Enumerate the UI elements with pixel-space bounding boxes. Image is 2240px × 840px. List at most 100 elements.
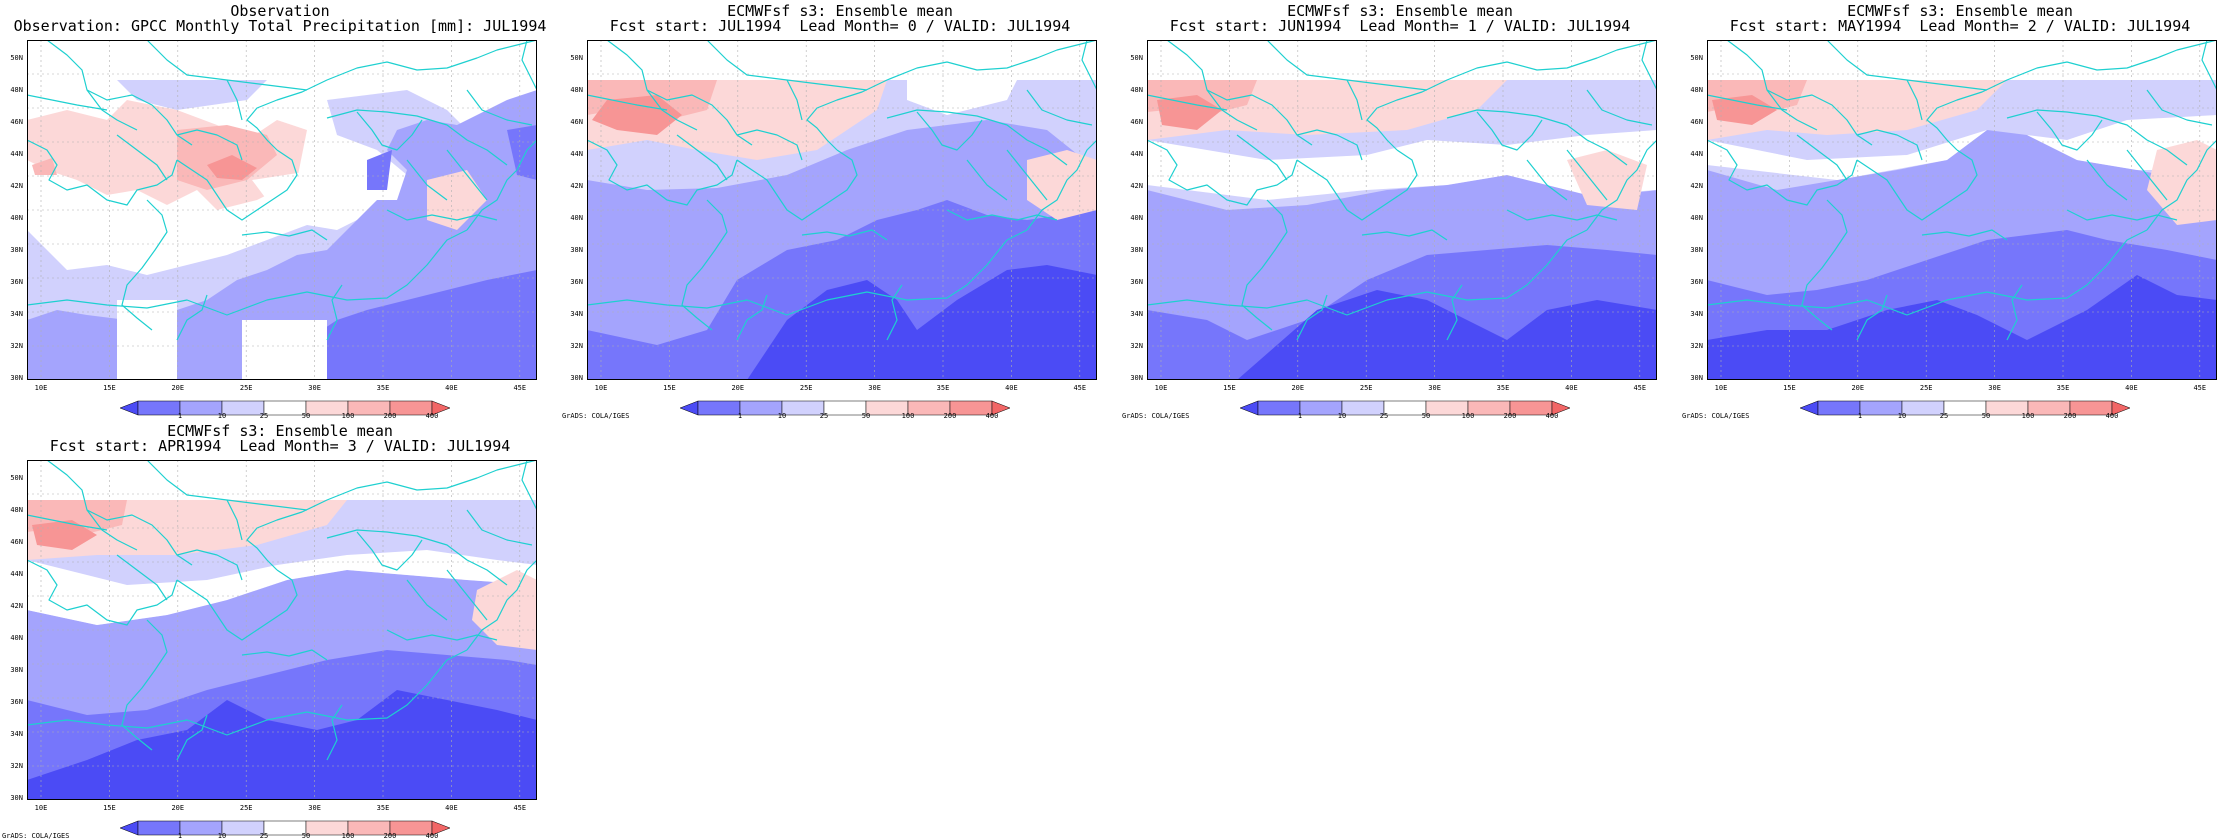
colorbar-label: 400 <box>425 412 439 420</box>
lon-label: 10E <box>1154 384 1168 392</box>
lon-label: 25E <box>1919 384 1933 392</box>
lat-label: 34N <box>10 730 23 738</box>
coastline-segment <box>1446 109 1628 166</box>
grads-credit: GrADS: COLA/IGES <box>2 832 70 840</box>
coastline-segment <box>176 714 208 761</box>
colorbar-label: 50 <box>1421 412 1431 420</box>
lat-label: 42N <box>10 602 23 610</box>
coastline-segment <box>736 129 803 161</box>
lat-label: 48N <box>570 86 583 94</box>
coastline-segment <box>226 79 243 121</box>
colorbar-segment <box>1299 400 1343 416</box>
coastline-segment <box>1206 89 1258 131</box>
colorbar-label: 100 <box>2021 412 2035 420</box>
lat-label: 32N <box>1690 342 1703 350</box>
coastline-segment <box>1241 199 1288 331</box>
colorbar-label: 1 <box>1857 412 1863 420</box>
colorbar-label: 100 <box>1461 412 1475 420</box>
lon-label: 40E <box>445 384 458 392</box>
colorbar-high-arrow <box>1551 400 1570 416</box>
colorbar-label: 25 <box>259 832 269 840</box>
lat-label: 32N <box>1130 342 1143 350</box>
map-panel: ECMWFsf s3: Ensemble mean Fcst start: JUL… <box>560 0 1120 420</box>
colorbar-segment <box>1901 400 1945 416</box>
coastline-segment <box>2086 159 2128 201</box>
coastline-segment <box>1707 229 2148 316</box>
colorbar-label: 10 <box>1897 412 1907 420</box>
lat-label: 46N <box>1130 118 1143 126</box>
colorbar <box>120 820 450 836</box>
coastline-segment <box>587 139 738 206</box>
colorbar <box>1800 400 2130 416</box>
coastline-segment <box>176 569 298 641</box>
coastline-segment <box>27 229 468 316</box>
coastline-segment <box>466 139 537 231</box>
coastline-segment <box>521 460 537 511</box>
map-panel: Observation Observation: GPCC Monthly Tot… <box>0 0 560 421</box>
coastline-segment <box>587 94 668 111</box>
coastline-segment <box>736 149 858 221</box>
coastline-segment <box>27 514 108 531</box>
lon-label: 25E <box>1359 384 1373 392</box>
coastline-segment <box>406 579 448 621</box>
colorbar-label: 10 <box>1337 412 1347 420</box>
lon-label: 40E <box>445 804 458 812</box>
coastline-segment <box>1926 40 2217 151</box>
lon-label: 30E <box>1988 384 2001 392</box>
lon-label: 10E <box>34 384 48 392</box>
precip-region <box>207 155 257 180</box>
coastline-segment <box>1726 40 1873 146</box>
lat-label: 38N <box>10 246 23 254</box>
precipitation-map <box>27 460 537 800</box>
lat-label: 44N <box>570 150 583 158</box>
coastline-segment <box>326 284 343 341</box>
lat-label: 44N <box>1130 150 1143 158</box>
precip-region <box>1027 150 1097 220</box>
coastline-segment <box>1166 40 1313 146</box>
lat-label: 38N <box>1130 246 1143 254</box>
coastline <box>27 460 537 761</box>
coastline-segment <box>1296 149 1418 221</box>
colorbar-segment <box>781 400 825 416</box>
colorbar-label: 400 <box>985 412 999 420</box>
colorbar-label: 25 <box>819 412 829 420</box>
precipitation-map <box>587 40 1097 380</box>
lon-label: 10E <box>1714 384 1728 392</box>
precipitation-map <box>1707 40 2217 380</box>
coastline-segment <box>1296 129 1363 161</box>
precip-region <box>1712 95 1777 125</box>
panel-title: ECMWFsf s3: Ensemble mean <box>727 2 953 20</box>
lat-label: 34N <box>10 310 23 318</box>
lat-label: 38N <box>570 246 583 254</box>
lat-label: 30N <box>10 794 23 802</box>
precip-region <box>747 265 1097 380</box>
coastline-segment <box>1826 40 1988 91</box>
grads-credit: GrADS: COLA/IGES <box>1682 412 1750 420</box>
colorbar-label: 400 <box>1545 412 1559 420</box>
coastline-segment <box>386 629 498 641</box>
lon-label: 35E <box>1496 384 1510 392</box>
coastline-segment <box>27 139 178 206</box>
colorbar-segment <box>823 400 867 416</box>
colorbar-high-arrow <box>431 820 450 836</box>
coastline-segment <box>1366 40 1657 151</box>
coastline-segment <box>1236 134 1288 181</box>
precipitation-map <box>1147 40 1657 380</box>
lat-label: 34N <box>1690 310 1703 318</box>
precip-region <box>117 80 267 110</box>
lon-label: 40E <box>1565 384 1578 392</box>
coastline-segment <box>1147 139 1298 206</box>
coastline-segment <box>1526 159 1568 201</box>
coastline-segment <box>1476 111 1543 151</box>
lat-label: 30N <box>570 374 583 382</box>
coastline-segment <box>1856 294 1888 341</box>
coastline-segment <box>606 40 753 146</box>
coastline-segment <box>916 111 983 151</box>
panel-title: ECMWFsf s3: Ensemble mean <box>1847 2 2073 20</box>
coastline-segment <box>1566 149 1608 201</box>
coastline-segment <box>146 40 308 91</box>
panel-subtitle: Fcst start: JUL1994 Lead Month= 0 / VALI… <box>609 17 1071 35</box>
lon-label: 10E <box>34 804 48 812</box>
colorbar-segment <box>179 400 223 416</box>
lon-label: 30E <box>1428 384 1441 392</box>
